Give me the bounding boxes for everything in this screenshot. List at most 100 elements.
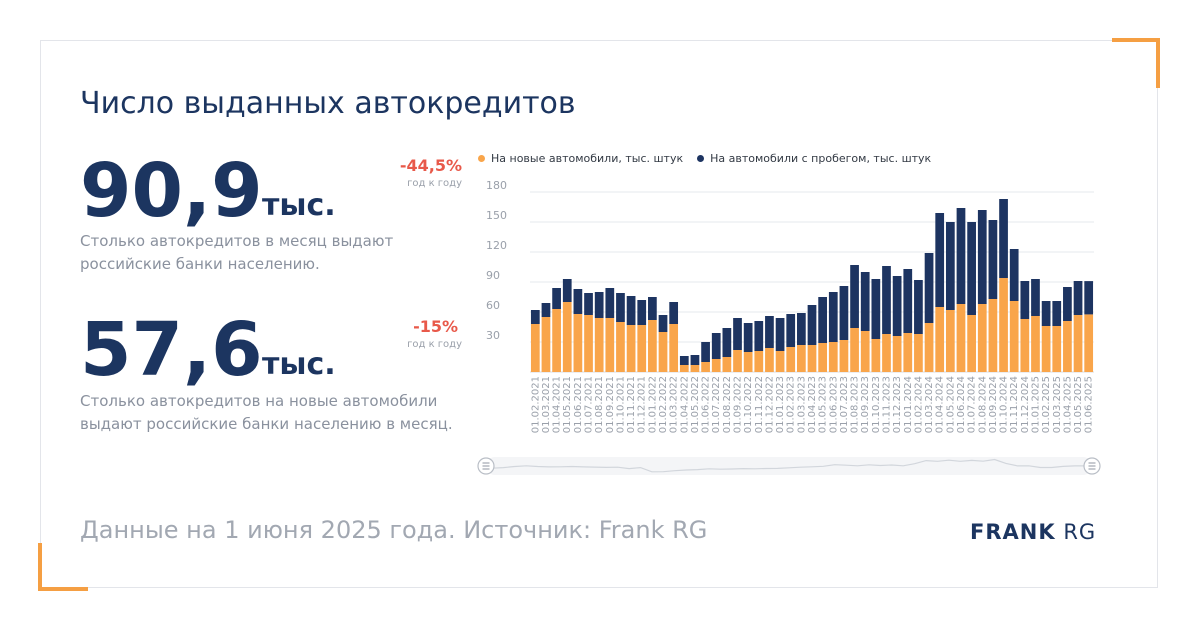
x-tick-label: 01.05.2025 bbox=[1073, 376, 1084, 433]
bar-used bbox=[818, 297, 828, 343]
x-tick-label: 01.09.2024 bbox=[988, 376, 999, 433]
bar-used bbox=[850, 265, 859, 328]
bar-used bbox=[658, 315, 668, 332]
y-tick-label: 150 bbox=[486, 209, 507, 222]
corner-decoration-top-right bbox=[1112, 38, 1160, 88]
bar-used bbox=[648, 297, 657, 320]
bar-new bbox=[584, 315, 593, 372]
x-tick-label: 01.12.2021 bbox=[637, 376, 648, 433]
bar-new bbox=[807, 345, 817, 372]
stat-new-description: Столько автокредитов на новые автомобили… bbox=[80, 392, 453, 433]
bar-used bbox=[754, 321, 764, 351]
chart-legend: На новые автомобили, тыс. штук На автомо… bbox=[478, 152, 931, 165]
bar-new bbox=[839, 340, 849, 372]
bar-new bbox=[903, 333, 913, 372]
bar-used bbox=[956, 208, 966, 304]
x-tick-label: 01.12.2022 bbox=[764, 376, 775, 433]
bar-new bbox=[733, 350, 742, 372]
bar-new bbox=[765, 348, 774, 372]
x-tick-label: 01.08.2024 bbox=[977, 376, 988, 433]
bar-used bbox=[616, 293, 625, 322]
bar-used bbox=[828, 292, 838, 342]
x-tick-label: 01.10.2021 bbox=[615, 376, 626, 433]
range-slider-track bbox=[486, 457, 1092, 475]
bar-used bbox=[701, 342, 710, 362]
footer-source: Данные на 1 июня 2025 года. Источник: Fr… bbox=[80, 516, 708, 544]
legend-item-used[interactable]: На автомобили с пробегом, тыс. штук bbox=[697, 152, 931, 165]
bar-used bbox=[882, 266, 891, 334]
x-tick-label: 01.12.2024 bbox=[1020, 376, 1031, 433]
bar-new bbox=[637, 325, 647, 372]
bar-new bbox=[988, 299, 998, 372]
bar-used bbox=[1052, 301, 1062, 326]
bar-used bbox=[892, 276, 902, 336]
bar-used bbox=[1009, 249, 1019, 301]
bar-new bbox=[626, 325, 636, 372]
bar-new bbox=[722, 357, 732, 372]
bar-new bbox=[690, 365, 700, 372]
x-tick-label: 01.11.2024 bbox=[1009, 376, 1020, 433]
x-tick-label: 01.09.2023 bbox=[860, 376, 871, 433]
stat-total-change-label: год к году bbox=[407, 178, 462, 189]
bar-used bbox=[594, 292, 604, 318]
bar-new bbox=[552, 309, 561, 372]
x-tick-label: 01.09.2022 bbox=[733, 376, 744, 433]
logo-rest: RG bbox=[1063, 520, 1097, 544]
x-tick-label: 01.01.2022 bbox=[647, 376, 658, 433]
x-tick-label: 01.10.2023 bbox=[871, 376, 882, 433]
bar-new bbox=[1031, 316, 1040, 372]
legend-dot-new-icon bbox=[478, 155, 485, 162]
bar-used bbox=[541, 303, 551, 317]
bar-new bbox=[594, 318, 604, 372]
bar-new bbox=[977, 304, 987, 372]
bar-used bbox=[711, 333, 721, 359]
bar-new bbox=[1073, 315, 1083, 372]
bar-new bbox=[743, 352, 753, 372]
x-tick-label: 01.07.2021 bbox=[584, 376, 595, 433]
bar-new bbox=[1084, 314, 1094, 372]
legend-item-new[interactable]: На новые автомобили, тыс. штук bbox=[478, 152, 683, 165]
bar-used bbox=[839, 286, 849, 340]
x-tick-label: 01.10.2024 bbox=[999, 376, 1010, 433]
bar-used bbox=[903, 269, 913, 333]
stat-total-change: -44,5% bbox=[399, 156, 462, 175]
stat-total-value: 90,9 bbox=[80, 148, 263, 234]
y-tick-label: 60 bbox=[486, 299, 500, 312]
bar-new bbox=[605, 318, 615, 372]
bar-used bbox=[786, 314, 796, 347]
x-tick-label: 01.04.2022 bbox=[679, 376, 690, 433]
page-title: Число выданных автокредитов bbox=[80, 86, 576, 121]
bar-new bbox=[914, 334, 923, 372]
bar-used bbox=[871, 279, 881, 339]
x-tick-label: 01.01.2025 bbox=[1030, 376, 1041, 433]
logo: FRANK RG bbox=[970, 520, 1096, 544]
bar-new bbox=[850, 328, 859, 372]
bar-new bbox=[754, 351, 764, 372]
x-tick-label: 01.03.2025 bbox=[1052, 376, 1063, 433]
bar-used bbox=[914, 280, 923, 334]
bar-used bbox=[924, 253, 934, 323]
bar-new bbox=[775, 351, 785, 372]
x-tick-label: 01.06.2024 bbox=[956, 376, 967, 433]
x-tick-label: 01.07.2023 bbox=[839, 376, 850, 433]
stat-new-value: 57,6 bbox=[80, 307, 263, 393]
bar-new bbox=[1041, 326, 1051, 372]
bar-used bbox=[765, 316, 774, 348]
bar-used bbox=[573, 289, 583, 314]
bar-used bbox=[999, 199, 1008, 278]
x-tick-label: 01.01.2023 bbox=[775, 376, 786, 433]
legend-label-new: На новые автомобили, тыс. штук bbox=[491, 152, 684, 165]
bar-new bbox=[924, 323, 934, 372]
bar-new bbox=[701, 362, 710, 372]
bar-new bbox=[967, 315, 976, 372]
bar-used bbox=[1041, 301, 1051, 326]
bar-new bbox=[818, 343, 828, 372]
x-tick-label: 01.05.2024 bbox=[945, 376, 956, 433]
bar-used bbox=[733, 318, 742, 350]
bar-new bbox=[658, 332, 668, 372]
bar-new bbox=[573, 314, 583, 372]
legend-dot-used-icon bbox=[697, 155, 705, 162]
bar-new bbox=[669, 324, 679, 372]
y-tick-label: 120 bbox=[486, 239, 507, 252]
